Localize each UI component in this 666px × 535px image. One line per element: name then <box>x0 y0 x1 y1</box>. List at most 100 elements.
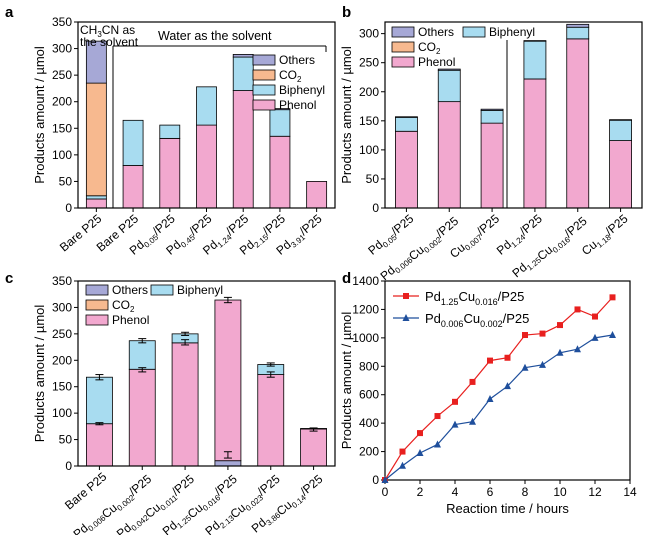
panel-a-bar-others-0 <box>85 40 107 84</box>
panel-d-point-red-9 <box>539 330 546 337</box>
panel-a-bar-biphenyl-4 <box>232 56 254 91</box>
panel-b-ytick-label: 150 <box>359 114 379 128</box>
leg-main: /P25 <box>498 289 525 304</box>
ann-sub: 3 <box>97 30 102 39</box>
legend-main: Biphenyl <box>279 83 325 97</box>
panel-a: a 0 50 100 150 200 250 300 350 Products amount / … <box>5 4 336 258</box>
panel-c-legend-phenol-label: Phenol <box>112 313 149 327</box>
panel-d-point-blue-0 <box>381 476 389 483</box>
panel-a-ytick-label: 300 <box>52 42 72 56</box>
panel-c: c 0 50 100 150 200 250 300 350 Products amount / … <box>5 270 336 535</box>
panel-b-bar-others-3 <box>523 40 547 42</box>
leg-main: Pd <box>425 311 441 326</box>
panel-c-legend-biphenyl-label: Biphenyl <box>177 283 223 297</box>
panel-b-bar-biphenyl-1 <box>437 69 461 103</box>
panel-d-point-red-13 <box>609 294 616 301</box>
panel-c-legend-others-swatch <box>85 284 109 296</box>
ann-part: the solvent <box>80 35 139 49</box>
panel-d-point-red-10 <box>557 322 563 329</box>
panel-d-xlabel: Reaction time / hours <box>446 501 569 516</box>
panel-c-bar-phenol-2 <box>171 342 199 467</box>
panel-d-legend-marker-0 <box>403 293 409 299</box>
panel-c-legend-co2-swatch <box>85 299 109 311</box>
panel-b: b 0 50 100 150 200 250 300 Products amount / µmo… <box>339 4 643 287</box>
leg-sub: 1.25 <box>441 297 459 307</box>
panel-a-bar-biphenyl-2 <box>159 124 181 139</box>
panel-a-legend-3-label: Phenol <box>279 98 316 112</box>
panel-b-ylabel: Products amount / µmol <box>339 46 354 184</box>
panel-a-legend-2-label: Biphenyl <box>279 83 325 97</box>
panel-b-ytick-label: 300 <box>359 27 379 41</box>
panel-c-ytick-label: 250 <box>52 327 72 341</box>
panel-d-ytick-label: 0 <box>372 473 379 487</box>
panel-d-xtick-label: 0 <box>382 485 389 499</box>
panel-c-frame <box>77 280 336 467</box>
panel-c-bar-biphenyl-0 <box>86 376 113 425</box>
legend-main: Others <box>112 283 148 297</box>
panel-a-bar-biphenyl-3 <box>196 86 217 126</box>
panel-d-point-red-5 <box>469 378 476 385</box>
panel-c-letter: c <box>5 270 13 287</box>
legend-main: CO <box>112 298 130 312</box>
legend-main: Others <box>418 25 454 39</box>
panel-b-xlabel-5-text: Cu1.18/P25 <box>579 211 632 259</box>
panel-a-bar-co-0 <box>85 82 107 197</box>
panel-b-ytick-label: 50 <box>366 172 380 186</box>
legend-main: Phenol <box>418 55 455 69</box>
panel-b-ytick-label: 200 <box>359 85 379 99</box>
leg-sub: 0.016 <box>475 297 498 307</box>
panel-b-bar-biphenyl-5 <box>609 119 632 141</box>
panel-b-legend-co2-swatch <box>391 41 415 53</box>
panel-c-ytick-label: 200 <box>52 353 72 367</box>
panel-d-point-red-11 <box>574 306 581 313</box>
panel-a-frame <box>77 21 336 209</box>
panel-d-letter: d <box>342 270 351 287</box>
panel-a-bar-phenol-1 <box>122 165 144 209</box>
panel-a-ytick-label: 150 <box>52 121 72 135</box>
panel-b-legend-biphenyl-label: Biphenyl <box>489 25 535 39</box>
panel-b-bar-phenol-0 <box>395 130 418 209</box>
panel-d-point-red-2 <box>417 430 423 437</box>
panel-d-ytick-label: 1400 <box>352 274 379 288</box>
panel-a-annotation-water: Water as the solvent <box>158 29 272 43</box>
panel-a-bar-others-4 <box>232 54 254 58</box>
panel-b-bar-others-2 <box>480 108 504 111</box>
panel-c-xlabel-0: Bare P25 <box>62 469 110 512</box>
panel-c-bar-phenol-4 <box>257 374 285 467</box>
panel-b-bar-others-5 <box>609 119 632 121</box>
leg-main: Cu <box>458 289 475 304</box>
panel-b-bar-phenol-2 <box>480 122 504 209</box>
panel-d-point-red-6 <box>487 357 493 364</box>
panel-a-bar-phenol-4 <box>232 90 254 209</box>
leg-sub: 0.006 <box>441 319 464 329</box>
panel-a-ytick-label: 200 <box>52 95 72 109</box>
panel-d-xtick-label: 4 <box>452 485 459 499</box>
panel-d-point-blue-3 <box>434 440 441 448</box>
panel-d-xtick-label: 6 <box>487 485 494 499</box>
panel-d-ytick-label: 1200 <box>352 302 379 316</box>
panel-a-bar-phenol-3 <box>196 124 217 209</box>
panel-d-point-blue-8 <box>521 363 529 371</box>
panel-b-xlabel-3: Pd1.24/P25 <box>494 211 545 257</box>
legend-main: Phenol <box>279 98 316 112</box>
panel-a-ytick-label: 350 <box>52 15 72 29</box>
panel-a-legend-1-label: CO2 <box>279 68 302 84</box>
panel-a-bar-biphenyl-0 <box>85 195 107 200</box>
legend-sub: 2 <box>297 75 302 84</box>
panel-d-point-red-4 <box>452 398 458 405</box>
panel-a-ytick-label: 0 <box>65 201 72 215</box>
panel-b-bar-biphenyl-4 <box>566 26 590 40</box>
panel-d-ylabel: Products amount / µmol <box>339 312 354 450</box>
panel-b-ytick-label: 0 <box>372 201 379 215</box>
panel-a-ylabel: Products amount / µmol <box>32 46 47 184</box>
panel-b-bar-phenol-1 <box>437 101 461 209</box>
panel-c-ylabel: Products amount / µmol <box>32 305 47 443</box>
panel-c-ytick-label: 0 <box>65 459 72 473</box>
panel-b-bar-others-0 <box>395 116 418 118</box>
panel-b-bar-others-1 <box>437 68 461 71</box>
panel-b-xlabel-1-text: Pd0.006Cu0.002/P25 <box>378 211 463 287</box>
panel-a-ytick-label: 50 <box>59 174 73 188</box>
panel-b-xlabel-5: Cu1.18/P25 <box>579 211 632 259</box>
panel-d-point-blue-10 <box>556 348 564 356</box>
